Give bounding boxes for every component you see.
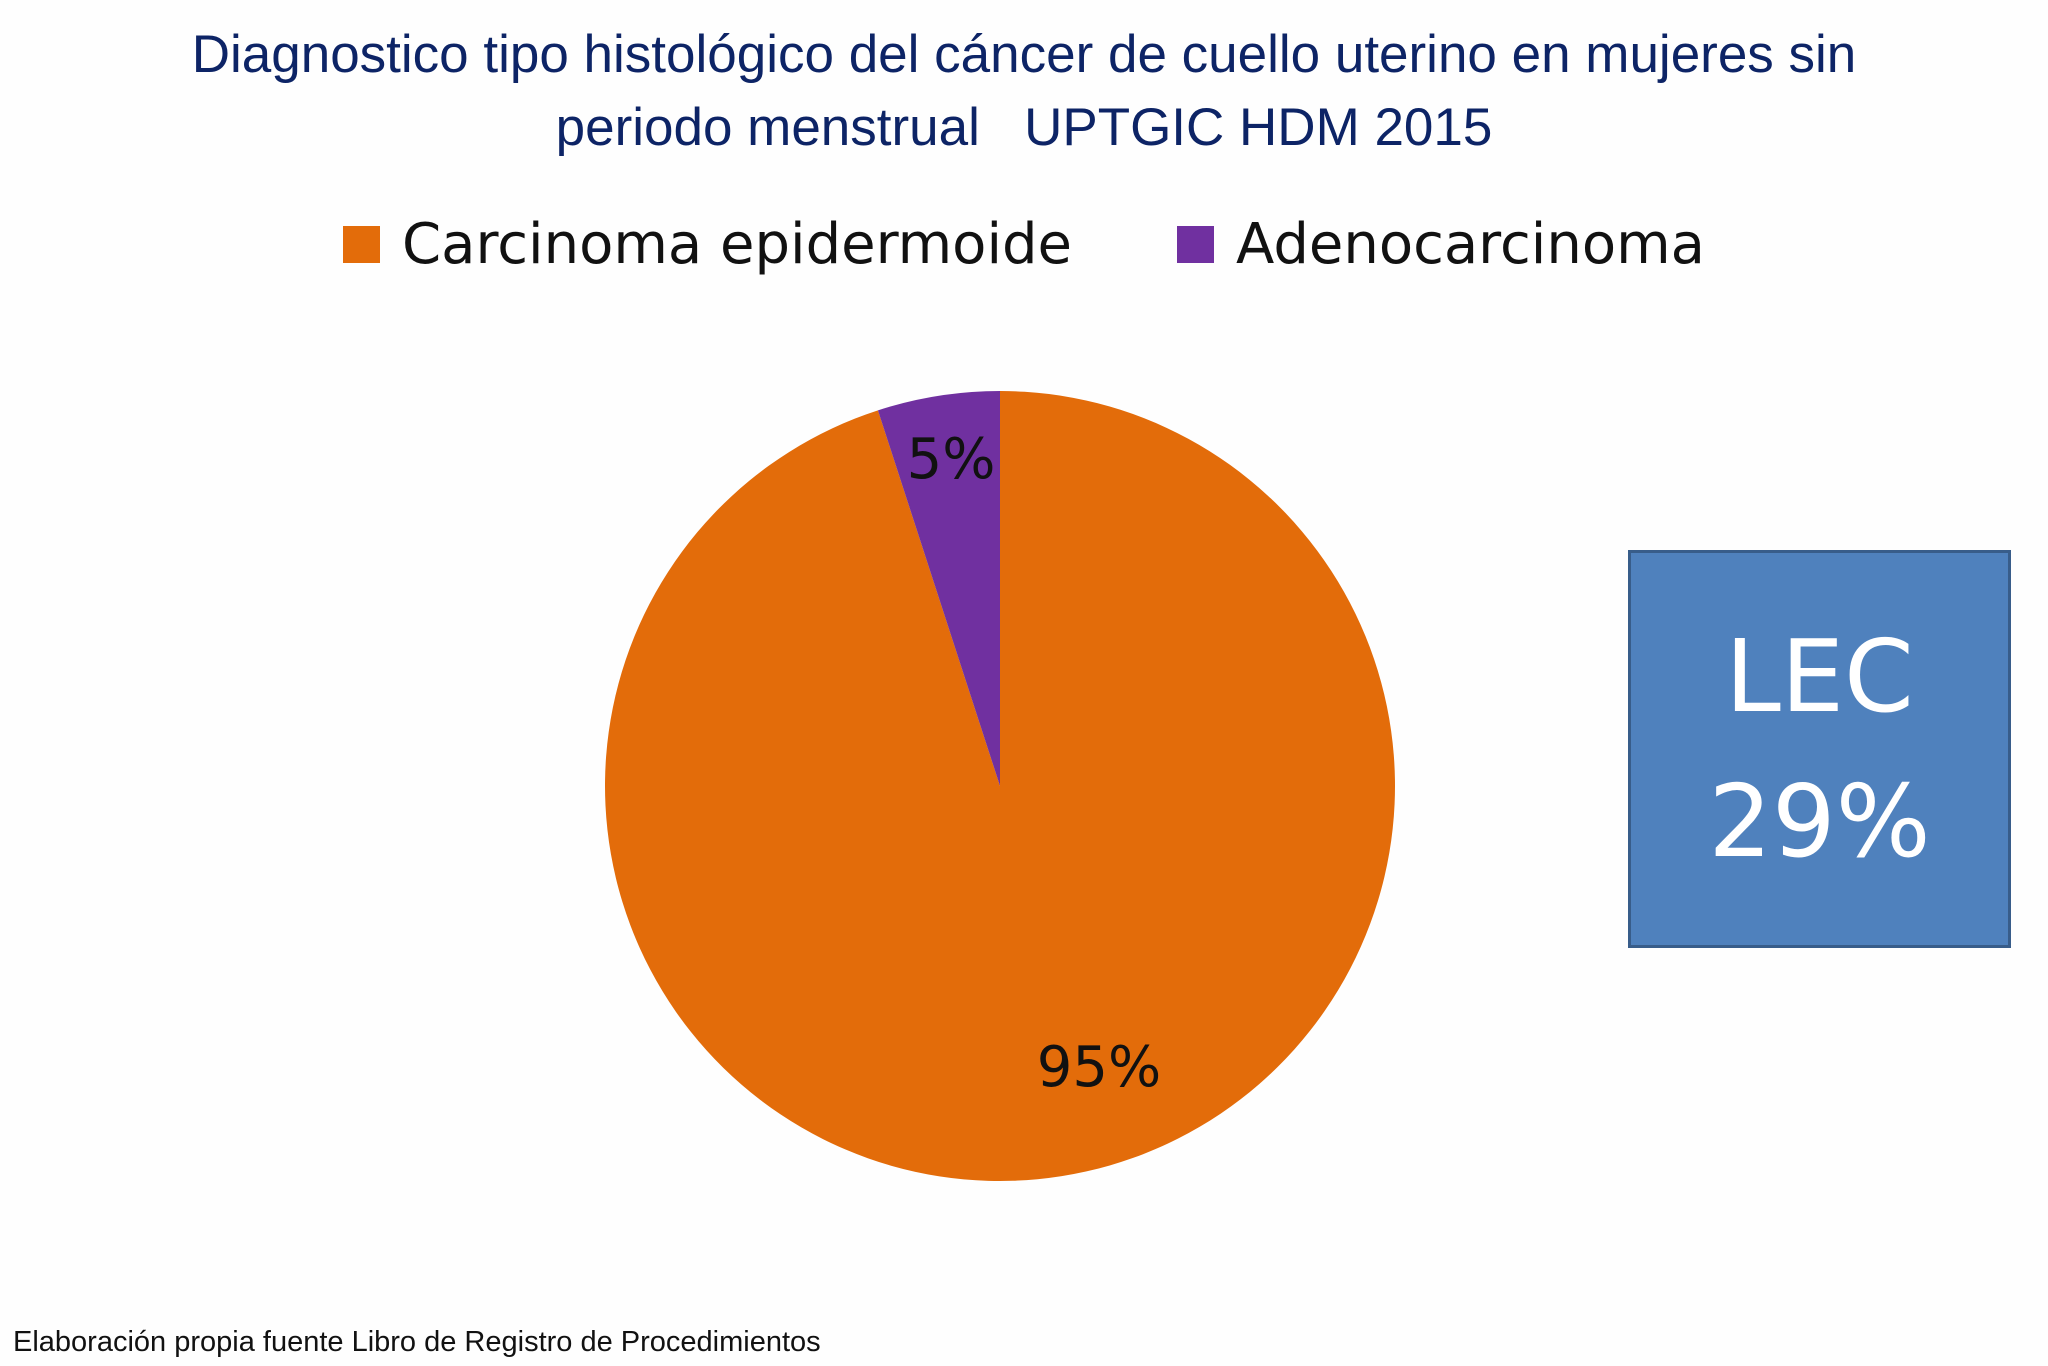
pie-slice-adenocarcinoma [877, 391, 1000, 786]
legend-label-carcinoma: Carcinoma epidermoide [402, 212, 1072, 277]
legend-swatch-adenocarcinoma [1177, 226, 1214, 263]
data-label-1: 5% [907, 427, 996, 492]
legend: Carcinoma epidermoide Adenocarcinoma [0, 212, 2048, 277]
source-footnote: Elaboración propia fuente Libro de Regis… [13, 1326, 821, 1358]
legend-swatch-carcinoma [343, 226, 381, 263]
legend-label-adenocarcinoma: Adenocarcinoma [1236, 212, 1705, 277]
data-label-0: 95% [1037, 1035, 1161, 1100]
lec-callout-box: LEC 29% [1628, 550, 2011, 948]
title-line-1: Diagnostico tipo histológico del cáncer … [191, 25, 1857, 84]
lec-value: 29% [1708, 763, 1931, 880]
chart-title: Diagnostico tipo histológico del cáncer … [0, 18, 2048, 164]
legend-item-carcinoma: Carcinoma epidermoide [343, 212, 1072, 277]
legend-item-adenocarcinoma: Adenocarcinoma [1177, 212, 1705, 277]
lec-label: LEC [1725, 618, 1914, 735]
pie-slice-carcinoma-epidermoide [605, 391, 1395, 1181]
title-line-2: periodo menstrual UPTGIC HDM 2015 [555, 98, 1493, 157]
